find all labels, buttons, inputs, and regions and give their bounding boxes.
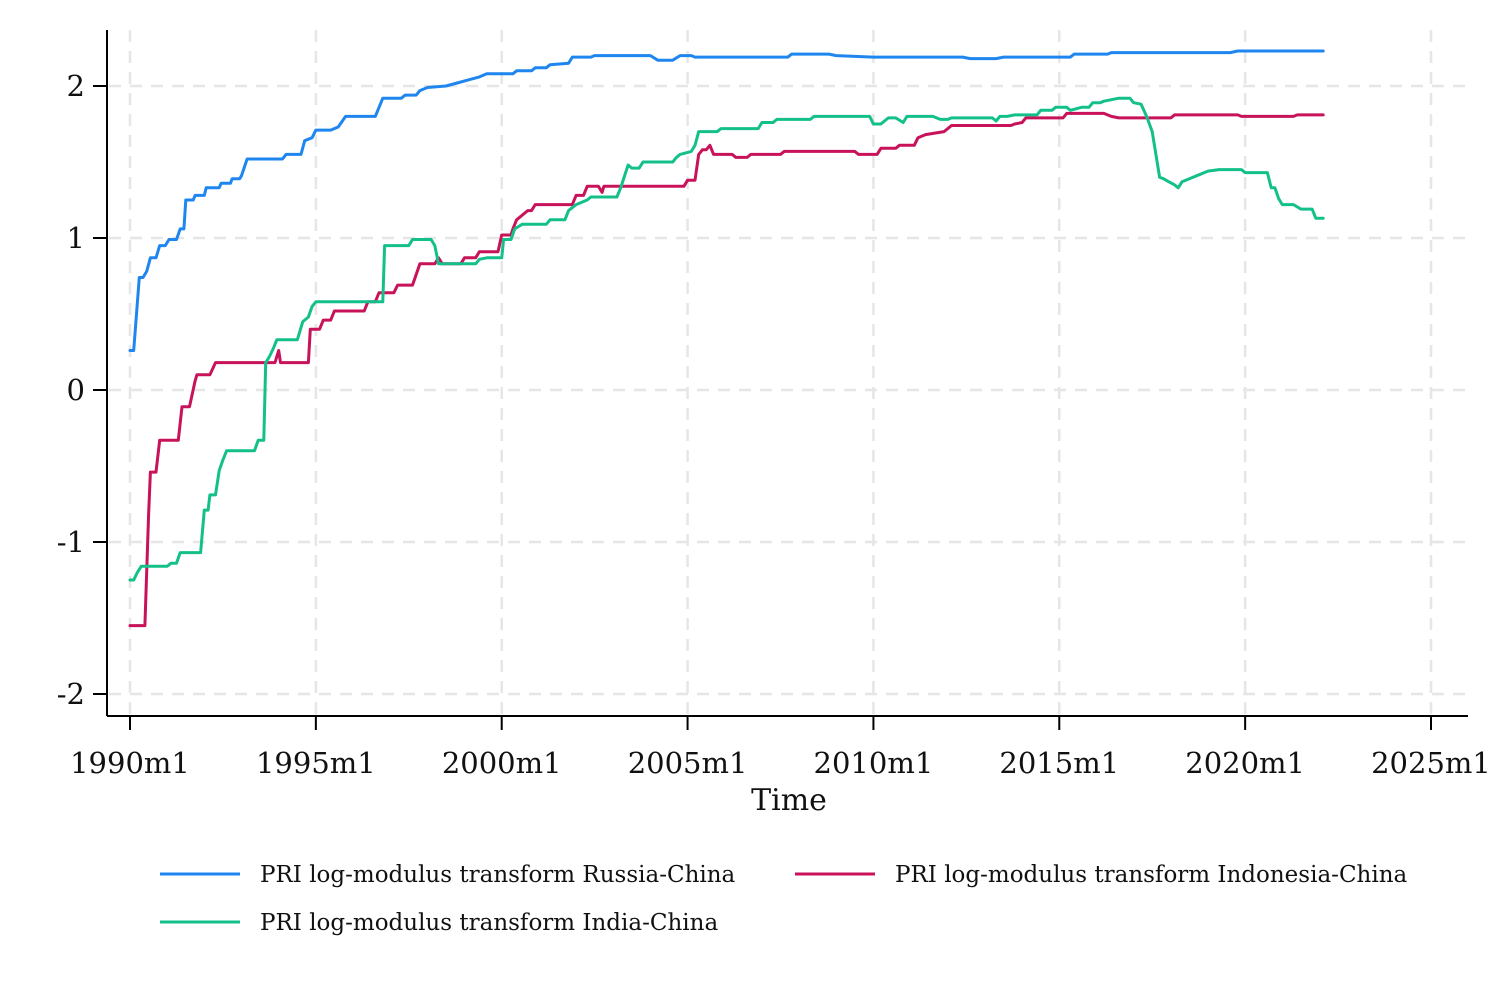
- series-lines: [128, 49, 1325, 628]
- legend-item-2: PRI log-modulus transform India-China: [160, 910, 718, 936]
- legend-label: PRI log-modulus transform Russia-China: [260, 862, 736, 888]
- x-tick-label: 2005m1: [628, 746, 748, 780]
- legend-label: PRI log-modulus transform Indonesia-Chin…: [895, 862, 1408, 888]
- y-tick-label: 2: [67, 69, 85, 103]
- x-axis-title: Time: [751, 783, 827, 818]
- legend-item-1: PRI log-modulus transform Indonesia-Chin…: [795, 862, 1408, 888]
- legend: PRI log-modulus transform Russia-China PR…: [160, 862, 1408, 936]
- x-tick-label: 2020m1: [1185, 746, 1305, 780]
- series-line-1: [128, 111, 1325, 628]
- y-tick-label: -1: [57, 525, 85, 559]
- grid-lines: [109, 30, 1468, 714]
- x-tick-label: 1990m1: [70, 746, 190, 780]
- series-line-0: [128, 49, 1325, 352]
- y-axis-ticks: -2 -1 0 1 2: [57, 69, 107, 711]
- x-tick-label: 2010m1: [814, 746, 934, 780]
- legend-label: PRI log-modulus transform India-China: [260, 910, 718, 936]
- series-line-2: [128, 96, 1325, 582]
- y-tick-label: 1: [67, 221, 85, 255]
- axes: [106, 30, 1468, 717]
- x-tick-label: 1995m1: [256, 746, 376, 780]
- x-axis-ticks: 1990m1 1995m1 2000m1 2005m1 2010m1 2015m1 2020…: [70, 716, 1491, 780]
- legend-item-0: PRI log-modulus transform Russia-China: [160, 862, 736, 888]
- y-tick-label: -2: [57, 677, 85, 711]
- x-tick-label: 2025m1: [1371, 746, 1491, 780]
- y-tick-label: 0: [67, 373, 85, 407]
- x-tick-label: 2015m1: [999, 746, 1119, 780]
- x-tick-label: 2000m1: [442, 746, 562, 780]
